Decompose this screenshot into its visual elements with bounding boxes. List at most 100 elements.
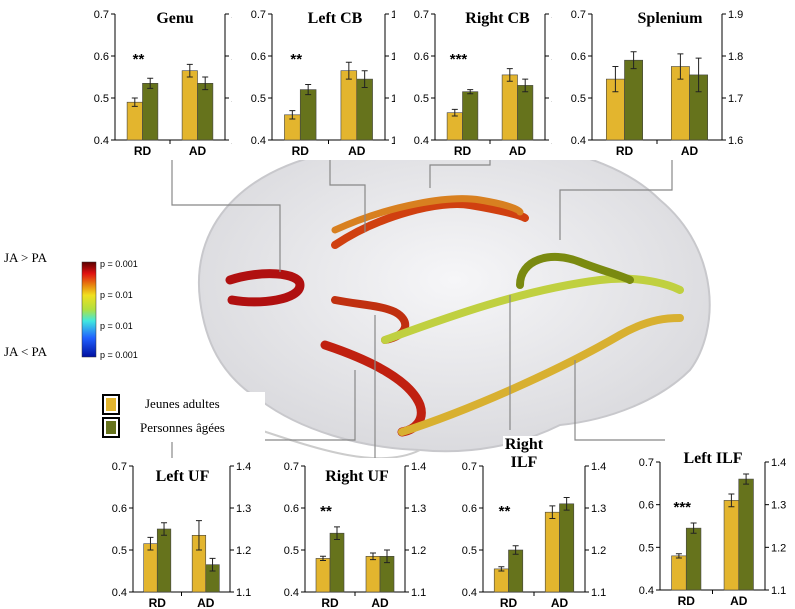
y-tick-label: 0.7	[251, 9, 266, 21]
y-tick-label: 0.7	[112, 461, 127, 473]
error-bar	[451, 108, 458, 117]
x-tick-label: RD	[500, 596, 518, 609]
y2-tick-label: 1.4	[591, 461, 606, 473]
y-tick-label: 0.7	[284, 461, 299, 473]
y-tick-label: 0.4	[251, 135, 266, 147]
y-tick-label: 0.5	[112, 545, 127, 557]
legend-swatch	[106, 398, 116, 411]
y2-tick-label: 1.3	[771, 500, 786, 512]
colorbar-tick-label: p = 0.001	[100, 350, 138, 360]
x-tick-label: AD	[197, 596, 215, 609]
error-bar	[506, 68, 513, 82]
y-tick-label: 0.5	[462, 545, 477, 557]
error-bar	[289, 110, 296, 120]
y2-tick-label: 1.2	[411, 545, 426, 557]
chart-background	[552, 6, 754, 160]
y-tick-label: 0.4	[462, 587, 477, 599]
error-bar	[209, 557, 216, 572]
error-bar	[345, 61, 352, 80]
y-tick-label: 0.4	[94, 135, 109, 147]
x-tick-label: AD	[348, 144, 366, 158]
error-bar	[195, 520, 202, 551]
x-tick-label: AD	[730, 594, 748, 608]
x-tick-label: RD	[616, 144, 634, 158]
error-bar	[320, 555, 326, 561]
bar	[544, 511, 560, 593]
y-tick-label: 0.7	[94, 9, 109, 21]
chart-title: Splenium	[630, 10, 710, 28]
y-tick-label: 0.4	[571, 135, 586, 147]
bar	[340, 70, 358, 141]
chart-title: Right ILF	[503, 436, 545, 472]
y2-tick-label: 1.1	[411, 587, 426, 599]
chart-title: Left CB	[300, 10, 370, 28]
bar	[142, 83, 159, 141]
bar	[624, 59, 644, 141]
chart-background	[620, 454, 795, 609]
y-tick-label: 0.4	[414, 135, 429, 147]
error-bar	[549, 505, 556, 519]
bar	[508, 549, 524, 593]
y-tick-label: 0.7	[639, 457, 654, 469]
x-tick-label: AD	[681, 144, 699, 158]
legend-swatch-frame	[102, 394, 120, 415]
significance-stars: **	[320, 503, 332, 520]
y2-tick-label: 1.4	[236, 461, 251, 473]
error-bar	[512, 545, 519, 555]
error-bar	[728, 493, 735, 508]
bar	[559, 503, 575, 593]
error-bar	[186, 63, 193, 78]
x-tick-label: RD	[292, 144, 310, 158]
error-bar	[161, 522, 168, 536]
error-bar	[522, 78, 529, 93]
y2-tick-label: 1.2	[236, 545, 251, 557]
y2-tick-label: 1.1	[591, 587, 606, 599]
error-bar	[743, 473, 750, 485]
colorbar-top-label: JA > PA	[4, 250, 48, 265]
bar	[181, 70, 198, 141]
error-bar	[563, 497, 570, 511]
colorbar: JA > PA JA < PA p = 0.001 p = 0.01 p = 0…	[4, 250, 138, 360]
x-tick-label: AD	[189, 144, 207, 158]
legend-box	[100, 392, 265, 442]
bar	[156, 528, 172, 593]
y-tick-label: 0.6	[414, 51, 429, 63]
error-bar	[675, 553, 682, 559]
bar	[356, 78, 373, 141]
significance-stars: ***	[673, 499, 691, 516]
y-tick-label: 0.5	[639, 542, 654, 554]
y-tick-label: 0.5	[284, 545, 299, 557]
x-tick-label: RD	[134, 144, 152, 158]
bar	[126, 101, 143, 141]
bar	[365, 555, 381, 593]
y2-tick-label: 1.4	[411, 461, 426, 473]
error-bar	[630, 51, 637, 70]
bar	[462, 91, 479, 141]
bar	[501, 74, 518, 141]
y2-tick-label: 1.1	[236, 587, 251, 599]
error-bar	[498, 566, 505, 572]
chart-title: Left UF	[150, 468, 215, 486]
y2-tick-label: 1.3	[411, 503, 426, 515]
error-bar	[467, 89, 474, 95]
y2-tick-label: 1.2	[591, 545, 606, 557]
error-bar	[690, 522, 697, 534]
y-tick-label: 0.6	[284, 503, 299, 515]
y-tick-label: 0.6	[94, 51, 109, 63]
x-tick-label: AD	[551, 596, 569, 609]
y2-tick-label: 1.4	[771, 457, 786, 469]
y-tick-label: 0.7	[571, 9, 586, 21]
bar-chart: 0.4 0.5 0.6 0.7 1.6 1.7 1.8 1.9 RD AD	[552, 6, 754, 160]
error-bar	[131, 97, 138, 107]
y2-tick-label: 1.1	[771, 585, 786, 597]
error-bar	[695, 57, 702, 93]
error-bar	[370, 552, 376, 561]
y2-tick-label: 1.3	[591, 503, 606, 515]
x-tick-label: RD	[321, 596, 339, 609]
legend-swatch-frame	[102, 417, 120, 438]
